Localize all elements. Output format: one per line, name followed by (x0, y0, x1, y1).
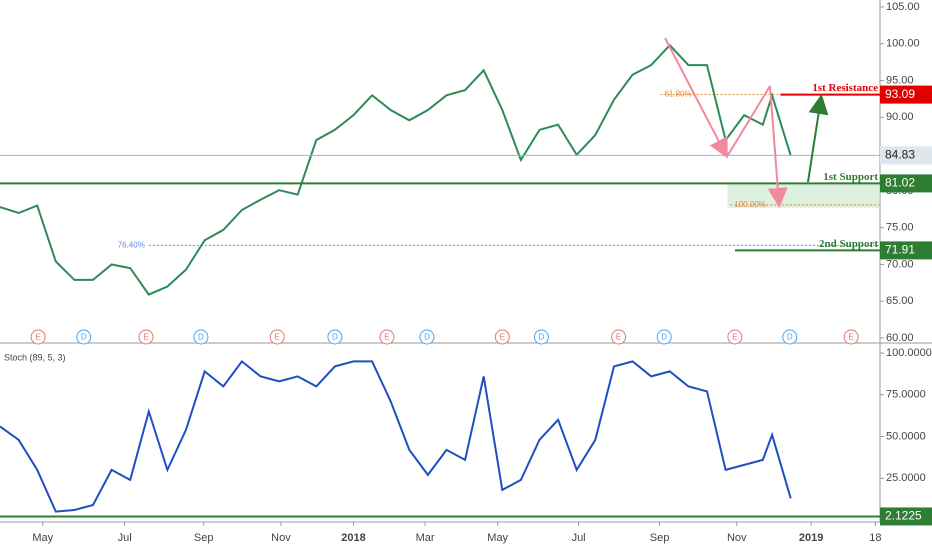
event-label: D (81, 333, 87, 342)
event-label: D (332, 333, 338, 342)
x-tick-label: Nov (271, 532, 291, 544)
level-box (880, 241, 932, 260)
event-badge (327, 329, 343, 345)
level-box (880, 85, 932, 104)
event-badge (30, 329, 46, 345)
event-badge (727, 329, 743, 345)
y-tick-label: 50.0000 (886, 430, 926, 442)
x-tick-label: Jul (572, 532, 586, 544)
y-tick-label: 65.00 (886, 295, 914, 307)
level-label: 93.09 (885, 87, 915, 101)
arrow (767, 85, 788, 208)
event-label: E (35, 333, 40, 342)
event-label: E (143, 333, 148, 342)
y-tick-label: 25.0000 (886, 472, 926, 484)
y-tick-label: 100.0000 (886, 347, 932, 359)
x-tick-label: May (32, 532, 53, 544)
event-badge (782, 329, 798, 345)
y-tick-label: 75.00 (886, 222, 914, 234)
event-label: E (500, 333, 505, 342)
event-label: D (661, 333, 667, 342)
zone (727, 183, 880, 208)
x-tick-label: May (487, 532, 508, 544)
level-annotation: 2nd Support (819, 238, 878, 250)
event-badge (533, 329, 549, 345)
arrow (807, 94, 829, 183)
event-label: E (384, 333, 389, 342)
event-badge (379, 329, 395, 345)
event-badge (843, 329, 859, 345)
fib-label: 76.40% (118, 240, 145, 249)
x-tick-label: Sep (650, 532, 670, 544)
event-label: D (787, 333, 793, 342)
x-tick-label: Jul (118, 532, 132, 544)
x-tick-label: 2019 (799, 532, 823, 544)
event-badge (419, 329, 435, 345)
event-label: E (275, 333, 280, 342)
event-label: E (616, 333, 621, 342)
y-tick-label: 100.00 (886, 38, 920, 50)
x-tick-label: 18 (869, 532, 881, 544)
event-label: D (198, 333, 204, 342)
event-badge (76, 329, 92, 345)
fib-label: 61.80% (664, 90, 691, 99)
arrow (727, 85, 771, 156)
event-label: D (424, 333, 430, 342)
y-tick-label: 75.0000 (886, 389, 926, 401)
event-badge (269, 329, 285, 345)
level-annotation: 1st Support (823, 171, 878, 183)
event-badge (656, 329, 672, 345)
x-tick-label: 2018 (341, 532, 365, 544)
event-label: D (539, 333, 545, 342)
y-tick-label: 60.00 (886, 332, 914, 344)
x-tick-label: Nov (727, 532, 747, 544)
y-tick-label: 90.00 (886, 111, 914, 123)
event-badge (193, 329, 209, 345)
level-annotation: 1st Resistance (812, 82, 878, 94)
x-tick-label: Mar (416, 532, 435, 544)
indicator-title: Stoch (89, 5, 3) (4, 352, 66, 362)
series-line (0, 359, 792, 513)
level-label: 81.02 (885, 176, 915, 190)
event-badge (611, 329, 627, 345)
level-box (880, 146, 932, 165)
event-label: E (732, 333, 737, 342)
y-tick-label: 70.00 (886, 258, 914, 270)
fib-label: 100.00% (734, 200, 766, 209)
event-badge (494, 329, 510, 345)
level-box (880, 174, 932, 193)
arrow (664, 37, 728, 159)
event-badge (138, 329, 154, 345)
level-label: 2.1225 (885, 509, 922, 523)
level-label: 71.91 (885, 243, 915, 257)
y-tick-label: 95.00 (886, 74, 914, 86)
event-label: E (848, 333, 853, 342)
level-box (880, 507, 932, 526)
x-tick-label: Sep (194, 532, 214, 544)
level-label: 84.83 (885, 148, 915, 162)
y-tick-label: 105.00 (886, 1, 920, 13)
series-line (0, 43, 792, 296)
